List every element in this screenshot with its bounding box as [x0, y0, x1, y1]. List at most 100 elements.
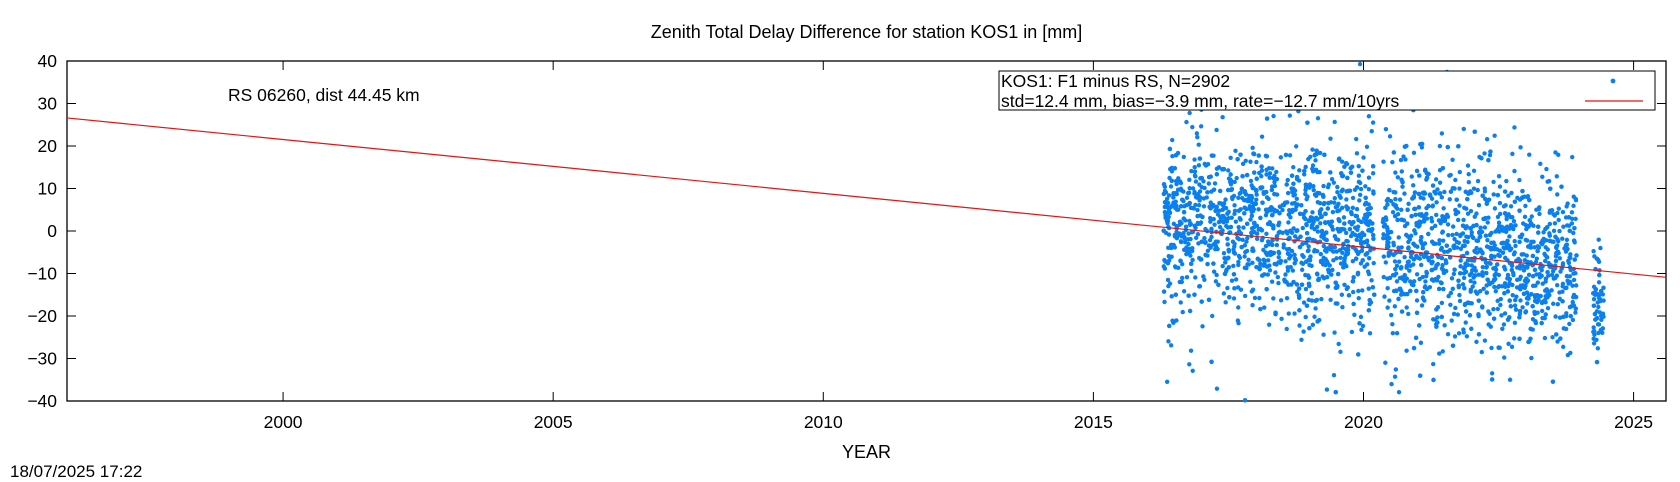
- data-point: [1416, 205, 1422, 210]
- scatter-points: [1161, 61, 1606, 403]
- data-point: [1354, 237, 1359, 242]
- data-point: [1414, 310, 1420, 315]
- data-point: [1519, 252, 1525, 257]
- data-point: [1206, 174, 1212, 180]
- data-point: [1406, 201, 1411, 207]
- data-point: [1492, 273, 1497, 278]
- data-point: [1507, 298, 1512, 303]
- data-point: [1195, 135, 1200, 140]
- data-point: [1600, 330, 1605, 336]
- data-point: [1248, 279, 1253, 284]
- data-point: [1366, 175, 1372, 180]
- data-point: [1529, 239, 1534, 245]
- data-point: [1571, 303, 1576, 308]
- data-point: [1503, 229, 1509, 234]
- data-point: [1527, 197, 1532, 203]
- data-point: [1357, 61, 1363, 67]
- data-point: [1591, 296, 1597, 302]
- data-point: [1306, 281, 1312, 287]
- data-point: [1388, 251, 1393, 256]
- data-point: [1463, 269, 1469, 275]
- data-point: [1544, 288, 1550, 293]
- data-point: [1197, 189, 1203, 194]
- data-point: [1419, 262, 1424, 268]
- data-point: [1196, 195, 1202, 201]
- data-point: [1339, 205, 1345, 211]
- data-point: [1566, 258, 1571, 264]
- data-point: [1357, 198, 1362, 203]
- data-point: [1411, 257, 1417, 262]
- data-point: [1503, 255, 1508, 261]
- data-point: [1361, 232, 1367, 238]
- data-point: [1299, 337, 1304, 342]
- data-point: [1364, 251, 1370, 256]
- data-point: [1450, 224, 1456, 229]
- data-point: [1591, 325, 1596, 330]
- data-point: [1517, 276, 1522, 282]
- data-point: [1422, 285, 1428, 290]
- data-point: [1272, 191, 1277, 197]
- data-point: [1328, 297, 1333, 302]
- data-point: [1236, 224, 1241, 230]
- data-point: [1315, 224, 1320, 229]
- data-point: [1196, 203, 1202, 208]
- data-point: [1234, 175, 1239, 181]
- data-point: [1512, 168, 1517, 174]
- data-point: [1335, 271, 1341, 277]
- data-point: [1351, 275, 1356, 280]
- data-point: [1512, 303, 1518, 308]
- data-point: [1491, 192, 1496, 197]
- data-point: [1453, 177, 1458, 183]
- data-point: [1321, 276, 1327, 281]
- plot-frame: [66, 60, 1667, 402]
- data-point: [1464, 250, 1470, 256]
- data-point: [1289, 248, 1295, 254]
- data-point: [1229, 186, 1235, 192]
- data-point: [1440, 349, 1445, 354]
- data-point: [1592, 290, 1597, 295]
- data-point: [1161, 182, 1167, 187]
- data-point: [1520, 188, 1525, 194]
- data-point: [1481, 286, 1486, 291]
- data-point: [1371, 232, 1376, 238]
- data-point: [1497, 253, 1502, 259]
- data-point: [1595, 346, 1601, 351]
- data-point: [1439, 300, 1445, 306]
- data-point: [1561, 344, 1566, 350]
- data-point: [1192, 164, 1197, 170]
- data-point: [1242, 211, 1247, 216]
- data-point: [1250, 145, 1255, 151]
- data-point: [1398, 157, 1404, 163]
- data-point: [1216, 282, 1221, 287]
- data-point: [1502, 189, 1508, 194]
- data-point: [1321, 201, 1327, 207]
- data-point: [1509, 263, 1515, 268]
- data-point: [1350, 259, 1356, 264]
- data-point: [1237, 215, 1242, 221]
- data-point: [1493, 267, 1499, 272]
- data-point: [1534, 256, 1539, 261]
- data-point: [1328, 243, 1333, 249]
- data-point: [1214, 272, 1219, 278]
- data-point: [1188, 348, 1194, 353]
- data-point: [1526, 339, 1531, 345]
- data-point: [1233, 277, 1239, 282]
- legend-marker-point: [1610, 78, 1616, 84]
- data-point: [1383, 260, 1389, 265]
- data-point: [1308, 254, 1313, 259]
- data-point: [1542, 258, 1548, 264]
- data-point: [1196, 163, 1202, 168]
- data-point: [1596, 304, 1601, 310]
- data-point: [1169, 242, 1174, 248]
- data-point: [1260, 200, 1265, 205]
- y-tick-label: 40: [38, 51, 58, 71]
- data-point: [1404, 305, 1409, 310]
- data-point: [1228, 172, 1233, 177]
- data-point: [1313, 158, 1318, 163]
- data-point: [1513, 223, 1518, 228]
- data-point: [1540, 299, 1546, 304]
- data-point: [1502, 264, 1507, 270]
- data-point: [1188, 253, 1193, 258]
- data-point: [1512, 199, 1518, 204]
- data-point: [1303, 164, 1308, 170]
